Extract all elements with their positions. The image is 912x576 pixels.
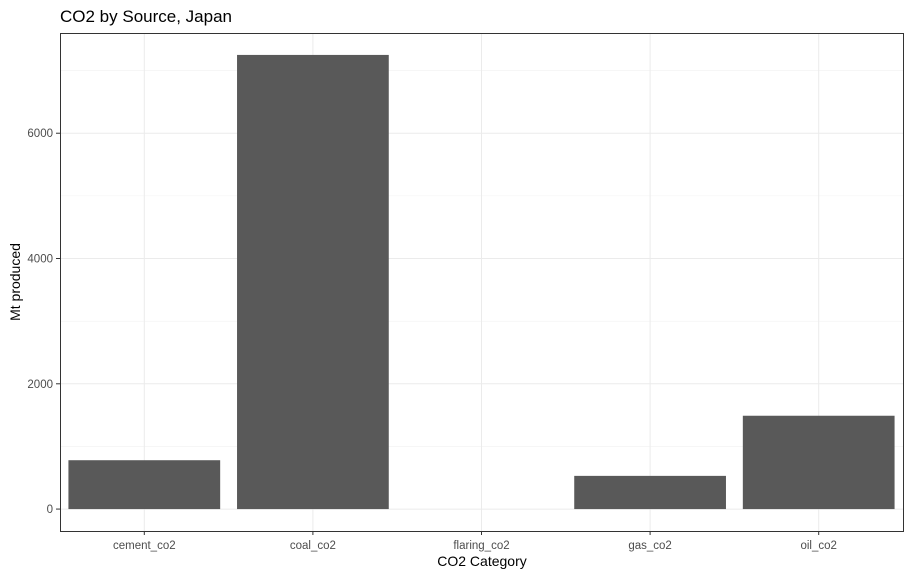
- x-tick-label: coal_co2: [290, 540, 336, 552]
- x-tick-label: cement_co2: [113, 540, 176, 552]
- chart-title: CO2 by Source, Japan: [60, 7, 232, 26]
- bar-oil-co2: [742, 415, 895, 510]
- x-tick-label: flaring_co2: [453, 540, 509, 552]
- bar-gas-co2: [574, 475, 726, 510]
- y-tick-label: 2000: [27, 379, 53, 391]
- x-tick-label: oil_co2: [800, 540, 836, 552]
- x-tick-label: gas_co2: [628, 540, 671, 552]
- bar-cement-co2: [68, 460, 221, 510]
- bar-coal-co2: [237, 54, 389, 510]
- x-axis-title: CO2 Category: [437, 553, 526, 569]
- y-tick-label: 6000: [27, 128, 53, 140]
- y-tick-label: 4000: [27, 254, 53, 266]
- y-tick-label: 0: [47, 504, 53, 516]
- x-axis: cement_co2 coal_co2 flaring_co2 gas_co2 oil_…: [113, 531, 837, 552]
- y-axis: 0 2000 4000 6000: [27, 128, 60, 516]
- bars: [68, 54, 895, 510]
- y-axis-title: Mt produced: [7, 243, 23, 321]
